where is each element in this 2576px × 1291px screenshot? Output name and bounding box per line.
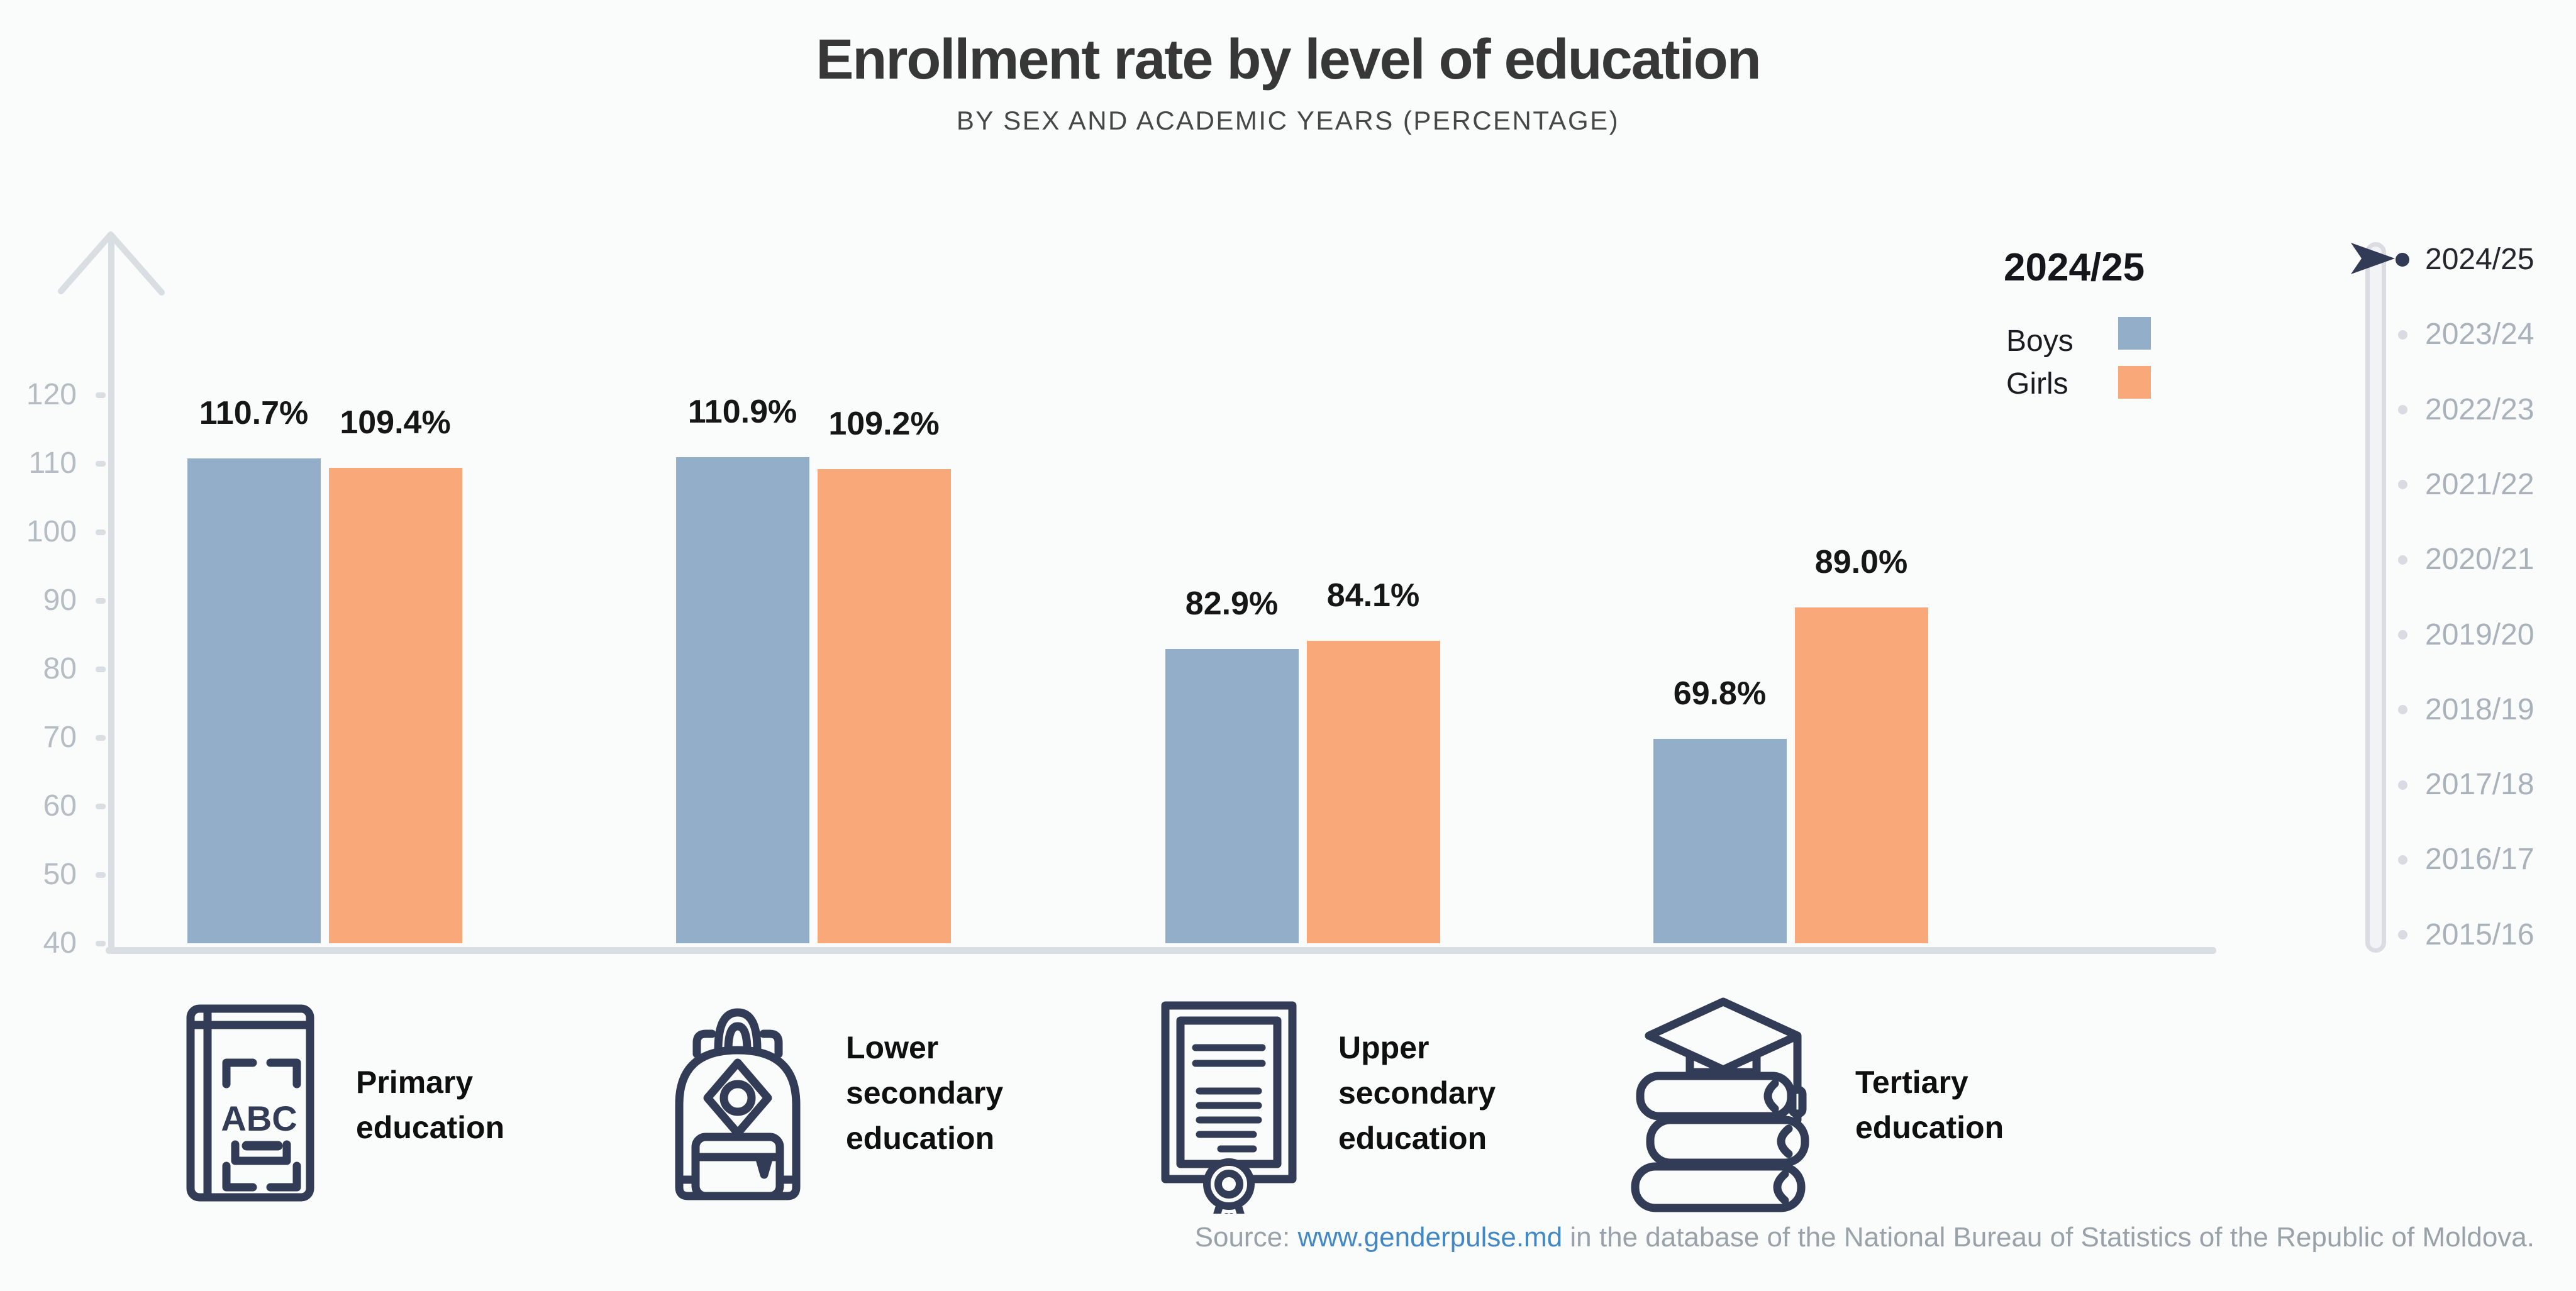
year-label: 2017/18 (2425, 768, 2534, 802)
bar-value-label: 110.9% (687, 394, 797, 431)
y-axis-tick-label: 80 (43, 652, 77, 685)
page-title: Enrollment rate by level of education (816, 28, 1761, 91)
abc-book-icon: ABC (186, 1004, 314, 1205)
y-axis-tick-mark (96, 804, 106, 809)
slider-cursor[interactable] (2351, 243, 2395, 274)
year-item-2024-25[interactable]: 2024/25 (2387, 241, 2576, 279)
year-label: 2024/25 (2425, 243, 2534, 276)
girls-bar-0[interactable] (328, 467, 462, 943)
up-arrow-icon (58, 231, 165, 296)
year-label: 2023/24 (2425, 318, 2534, 352)
y-axis-tick-mark (96, 392, 106, 398)
y-axis-line (108, 235, 114, 953)
source-suffix: in the database of the National Bureau o… (1562, 1222, 2534, 1253)
year-slider-track[interactable] (2365, 242, 2386, 953)
year-item-2017-18[interactable]: 2017/18 (2387, 766, 2576, 804)
year-label: 2018/19 (2425, 692, 2534, 726)
category-label-primary: Primary education (356, 1065, 505, 1145)
year-label: 2019/20 (2425, 618, 2534, 651)
play-arrow-icon (2351, 243, 2395, 274)
year-label: 2022/23 (2425, 392, 2534, 426)
backpack-icon (665, 992, 810, 1207)
source-line: Source: www.genderpulse.md in the databa… (1195, 1220, 2534, 1255)
y-axis-tick-mark (96, 529, 106, 535)
year-dot (2397, 630, 2407, 640)
year-dot (2397, 480, 2407, 490)
legend-swatch-boys (2118, 317, 2151, 350)
year-item-2019-20[interactable]: 2019/20 (2387, 616, 2576, 654)
girls-bar-2[interactable] (1306, 641, 1440, 943)
year-dot (2397, 780, 2407, 790)
category-label-tertiary: Tertiary education (1855, 1065, 2004, 1145)
svg-text:ABC: ABC (221, 1099, 297, 1138)
year-dot (2397, 930, 2407, 940)
diploma-icon (1160, 1000, 1298, 1229)
girls-bar-1[interactable] (817, 468, 951, 943)
year-item-2020-21[interactable]: 2020/21 (2387, 541, 2576, 579)
source-link[interactable]: www.genderpulse.md (1297, 1222, 1563, 1253)
y-axis-tick-label: 100 (26, 515, 77, 548)
y-axis-tick-label: 70 (43, 721, 77, 754)
bar-value-label: 69.8% (1673, 675, 1767, 712)
bar-value-label: 109.4% (340, 404, 451, 441)
bar-value-label: 89.0% (1814, 543, 1908, 580)
y-axis-tick-mark (96, 735, 106, 741)
y-axis-tick-mark (96, 461, 106, 467)
bar-value-label: 109.2% (828, 405, 940, 442)
y-axis-tick-mark (96, 598, 106, 604)
year-dot (2397, 555, 2407, 565)
boys-bar-1[interactable] (675, 457, 809, 943)
year-item-2022-23[interactable]: 2022/23 (2387, 391, 2576, 429)
boys-bar-0[interactable] (187, 458, 321, 943)
legend-year: 2024/25 (2004, 246, 2145, 289)
page-subtitle: BY SEX AND ACADEMIC YEARS (PERCENTAGE) (956, 106, 1620, 135)
boys-bar-2[interactable] (1165, 649, 1299, 943)
category-label-upper-secondary: Upper secondary education (1338, 1030, 1496, 1156)
bar-value-label: 110.7% (199, 395, 309, 432)
bar-value-label: 82.9% (1185, 585, 1279, 623)
girls-bar-3[interactable] (1794, 607, 1928, 943)
year-dot (2397, 705, 2407, 715)
y-axis-tick-mark (96, 872, 106, 878)
year-label: 2020/21 (2425, 543, 2534, 577)
x-axis-line (106, 947, 2216, 954)
year-item-2023-24[interactable]: 2023/24 (2387, 316, 2576, 353)
y-axis-tick-label: 110 (28, 446, 77, 480)
year-dot (2397, 405, 2407, 415)
y-axis-tick-label: 60 (43, 789, 77, 823)
y-axis-tick-label: 90 (43, 584, 77, 617)
legend-label-boys: Boys (2006, 324, 2074, 358)
y-axis-tick-mark (96, 667, 106, 672)
year-item-2015-16[interactable]: 2015/16 (2387, 916, 2576, 954)
source-prefix: Source: (1194, 1222, 1298, 1253)
bar-value-label: 84.1% (1326, 577, 1420, 614)
boys-bar-3[interactable] (1653, 739, 1787, 943)
legend-swatch-girls (2118, 366, 2151, 399)
year-dot (2397, 330, 2407, 340)
y-axis-tick-label: 120 (26, 378, 77, 411)
year-label: 2015/16 (2425, 917, 2534, 951)
legend-label-girls: Girls (2006, 367, 2068, 401)
year-dot (2396, 253, 2409, 267)
year-dot (2397, 855, 2407, 865)
category-label-lower-secondary: Lower secondary education (846, 1030, 1004, 1156)
y-axis-tick-label: 50 (43, 858, 77, 891)
graduation-books-icon (1629, 997, 1818, 1217)
year-label: 2016/17 (2425, 843, 2534, 877)
year-item-2016-17[interactable]: 2016/17 (2387, 841, 2576, 878)
year-item-2018-19[interactable]: 2018/19 (2387, 691, 2576, 729)
year-label: 2021/22 (2425, 467, 2534, 501)
y-axis-tick-mark (96, 941, 106, 946)
y-axis-tick-label: 40 (43, 926, 77, 960)
year-item-2021-22[interactable]: 2021/22 (2387, 466, 2576, 504)
